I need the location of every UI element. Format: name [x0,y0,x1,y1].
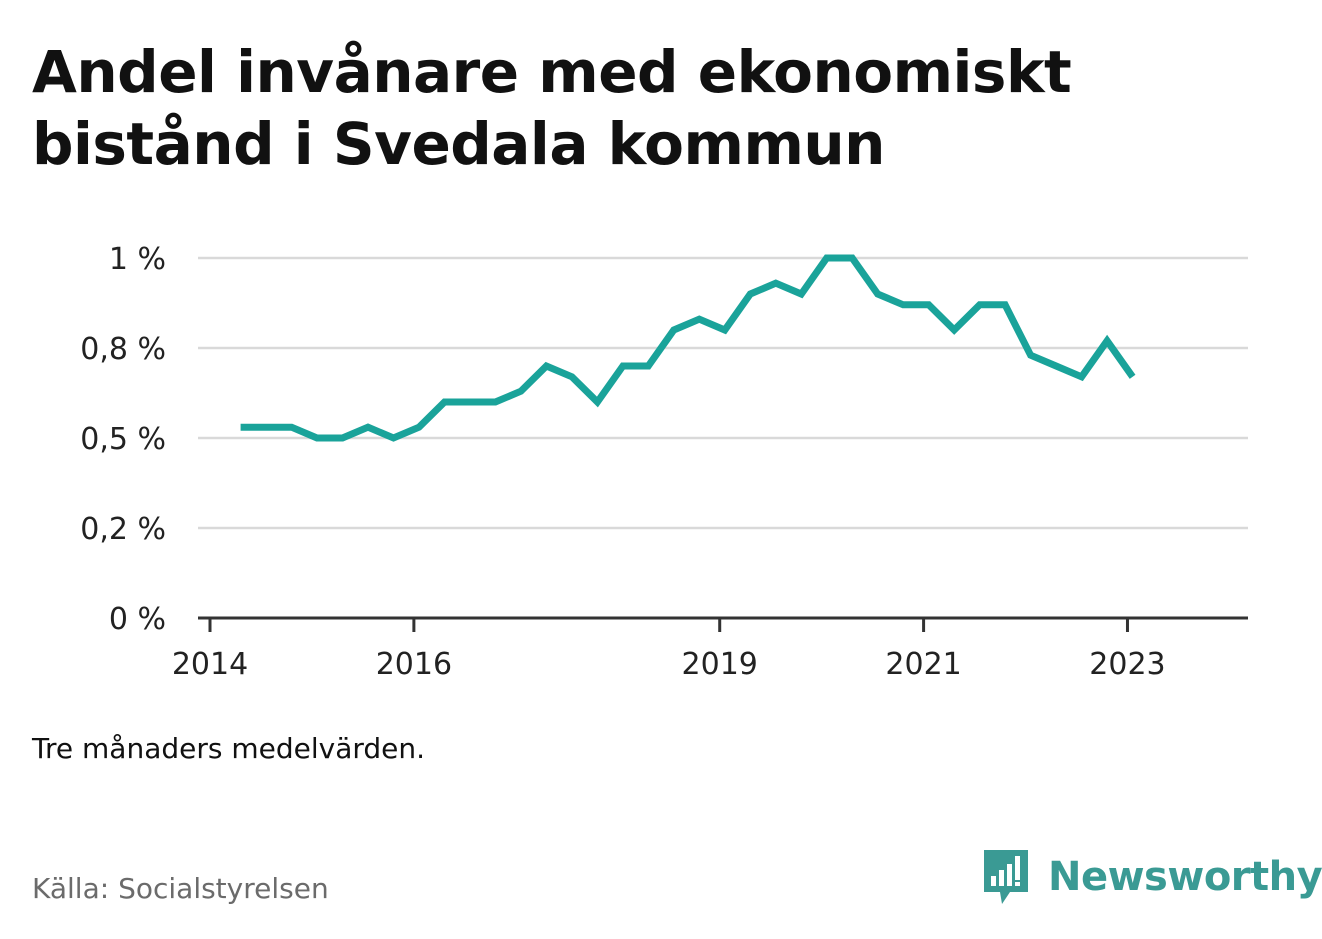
x-tick-label: 2019 [682,647,758,682]
y-tick-label: 0,2 % [80,512,166,547]
x-tick-label: 2023 [1089,647,1165,682]
x-tick-label: 2016 [376,647,452,682]
source-label: Källa: Socialstyrelsen [32,872,329,905]
series-line [240,254,1136,442]
x-axis: 2014 2016 2019 2021 2023 [172,616,1248,682]
brand-name: Newsworthy [1048,854,1322,900]
series-group [240,254,1136,442]
y-tick-label: 0 % [109,602,166,637]
newsworthy-logo-icon [984,850,1028,904]
brand-logo[interactable]: Newsworthy [980,846,1322,908]
y-tick-label: 1 % [109,242,166,277]
line-chart: 0 %0,2 %0,5 %0,8 %1 % 2014 2016 2019 2021 20… [80,242,1248,682]
chart-title: Andel invånare med ekonomiskt bistånd i … [32,38,1072,178]
y-tick-label: 0,8 % [80,332,166,367]
y-tick-label: 0,5 % [80,422,166,457]
x-tick-label: 2014 [172,647,248,682]
chart-note: Tre månaders medelvärden. [32,732,426,765]
y-axis-ticks: 0 % 0,2 % 0,5 % 0,8 % 1 % [80,242,166,637]
grid-lines [198,256,1248,530]
x-tick-label: 2021 [885,647,961,682]
